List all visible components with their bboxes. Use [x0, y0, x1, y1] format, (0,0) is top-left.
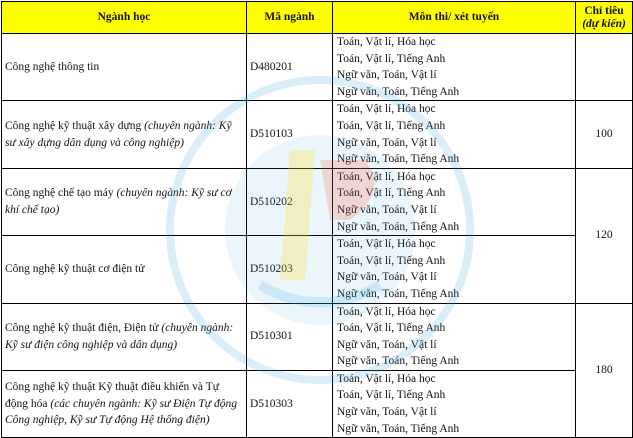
major-code: D510203: [246, 235, 333, 304]
subject-combos: Toán, Vật lí, Hóa học Toán, Vật lí, Tiếng…: [332, 167, 576, 237]
table-row: Công nghệ kỹ thuật xây dựng (chuyên ngàn…: [1, 100, 633, 169]
header-row: Ngành học Mã ngành Môn thi/ xét tuyển Ch…: [1, 1, 633, 34]
major-code: D480201: [246, 32, 333, 102]
major-code: D510202: [246, 167, 333, 237]
subject-combos: Toán, Vật lí, Hóa học Toán, Vật lí, Tiếng…: [332, 235, 576, 304]
major-code: D510301: [246, 302, 333, 371]
quota: 180: [575, 302, 633, 438]
table-row: Công nghệ kỹ thuật cơ điện tử D510203 To…: [1, 235, 633, 304]
header-major: Ngành học: [1, 1, 247, 34]
subject-combos: Toán, Vật lí, Hóa học Toán, Vật lí, Tiếng…: [332, 32, 576, 102]
table-row: Công nghệ kỹ thuật điện, Điện tử (chuyên…: [1, 302, 633, 438]
major-name: Công nghệ kỹ thuật điện, Điện tử (chuyên…: [1, 302, 247, 371]
major-code: D510303: [246, 369, 333, 438]
major-name: Công nghệ kỹ thuật Kỹ thuật điều khiển v…: [1, 369, 247, 438]
header-quota: Chỉ tiêu (dự kiến): [575, 1, 633, 34]
subject-combos: Toán, Vật lí, Hóa học Toán, Vật lí, Tiếng…: [332, 369, 576, 438]
major-code: D510103: [246, 100, 333, 169]
header-code: Mã ngành: [246, 1, 333, 34]
header-subjects: Môn thi/ xét tuyển: [332, 1, 576, 34]
subject-combos: Toán, Vật lí, Hóa học Toán, Vật lí, Tiếng…: [332, 100, 576, 169]
major-name: Công nghệ chế tạo máy (chuyên ngành: Kỹ …: [1, 167, 247, 237]
table-row: Công nghệ thông tin D480201 Toán, Vật lí…: [1, 32, 633, 102]
major-name: Công nghệ kỹ thuật xây dựng (chuyên ngàn…: [1, 100, 247, 169]
quota: 120: [575, 167, 633, 304]
table-row: Công nghệ chế tạo máy (chuyên ngành: Kỹ …: [1, 167, 633, 304]
quota: 100: [575, 100, 633, 169]
quota: [575, 32, 633, 102]
major-name: Công nghệ kỹ thuật cơ điện tử: [1, 235, 247, 304]
table-row: Công nghệ kỹ thuật Kỹ thuật điều khiển v…: [1, 369, 633, 438]
major-name: Công nghệ thông tin: [1, 32, 247, 102]
subject-combos: Toán, Vật lí, Hóa học Toán, Vật lí, Tiếng…: [332, 302, 576, 371]
